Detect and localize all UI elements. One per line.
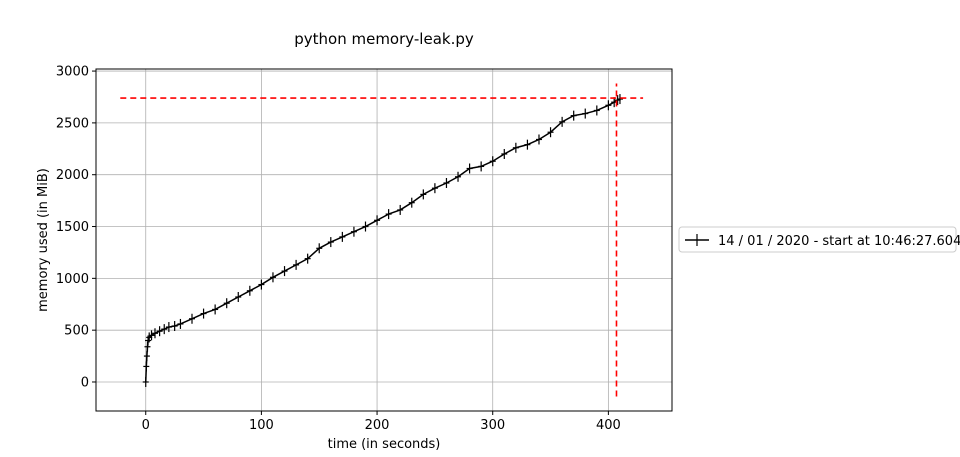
x-tick-label: 300 [480, 418, 505, 433]
y-tick-label: 0 [81, 375, 89, 390]
data-point [547, 127, 554, 138]
data-point [535, 134, 542, 145]
data-point [304, 253, 311, 264]
data-point [616, 94, 623, 105]
data-point [489, 156, 496, 167]
data-point [161, 324, 168, 335]
y-axis-label: memory used (in MiB) [36, 168, 51, 312]
data-point [605, 100, 612, 111]
y-tick-label: 1500 [56, 220, 89, 235]
data-point [466, 163, 473, 174]
data-point [374, 215, 381, 226]
data-point [559, 116, 566, 127]
data-point [235, 292, 242, 302]
data-point [501, 148, 508, 159]
x-tick-label: 0 [142, 418, 150, 433]
data-point [385, 209, 392, 220]
y-tick-label: 500 [64, 324, 89, 339]
plot-frame [95, 68, 673, 412]
data-point [143, 351, 150, 362]
data-point [593, 105, 600, 116]
data-point [223, 298, 230, 309]
x-tick-label: 100 [249, 418, 274, 433]
data-point [431, 183, 438, 194]
data-point [269, 272, 276, 283]
y-tick-label: 3000 [56, 65, 89, 80]
data-point [293, 259, 300, 270]
legend-box [678, 226, 957, 253]
data-point [212, 304, 219, 315]
data-point [478, 161, 485, 172]
chart-title: python memory-leak.py [294, 30, 474, 48]
data-point [189, 313, 195, 324]
data-point [524, 139, 531, 150]
series-line [144, 98, 621, 383]
data-point [151, 328, 158, 339]
x-axis-label: time (in seconds) [328, 437, 441, 452]
x-axis: 0 100 200 300 400 [142, 411, 621, 433]
data-point [246, 285, 253, 296]
data-point [316, 243, 323, 254]
data-point [397, 204, 404, 215]
grid-lines [96, 69, 672, 411]
data-point [570, 110, 577, 121]
data-point [281, 266, 288, 277]
data-point [420, 189, 427, 200]
data-point [171, 321, 178, 332]
data-point [582, 108, 589, 119]
data-point [362, 221, 369, 232]
legend: 14 / 01 / 2020 - start at 10:46:27.604 [678, 226, 960, 253]
data-point [512, 142, 519, 153]
y-tick-label: 2500 [56, 116, 89, 131]
data-point [165, 322, 172, 333]
series-layer [142, 94, 623, 387]
data-point [200, 308, 207, 319]
x-tick-label: 400 [596, 418, 621, 433]
data-point [455, 171, 462, 182]
data-point [327, 237, 334, 248]
legend-entry-label: 14 / 01 / 2020 - start at 10:46:27.604 [718, 234, 960, 249]
y-tick-label: 1000 [56, 272, 89, 287]
data-point [143, 361, 150, 372]
data-point [408, 197, 415, 208]
data-point [156, 326, 163, 337]
y-tick-label: 2000 [56, 168, 89, 183]
annotation-layer [120, 83, 644, 397]
y-axis: 0 500 1000 1500 2000 2500 3000 [56, 65, 96, 390]
data-point [142, 376, 149, 387]
data-point [148, 330, 155, 341]
x-tick-label: 200 [365, 418, 390, 433]
data-point [339, 231, 346, 242]
data-point [350, 226, 357, 237]
data-point [258, 279, 265, 290]
data-point [177, 318, 184, 329]
data-point [443, 178, 450, 188]
